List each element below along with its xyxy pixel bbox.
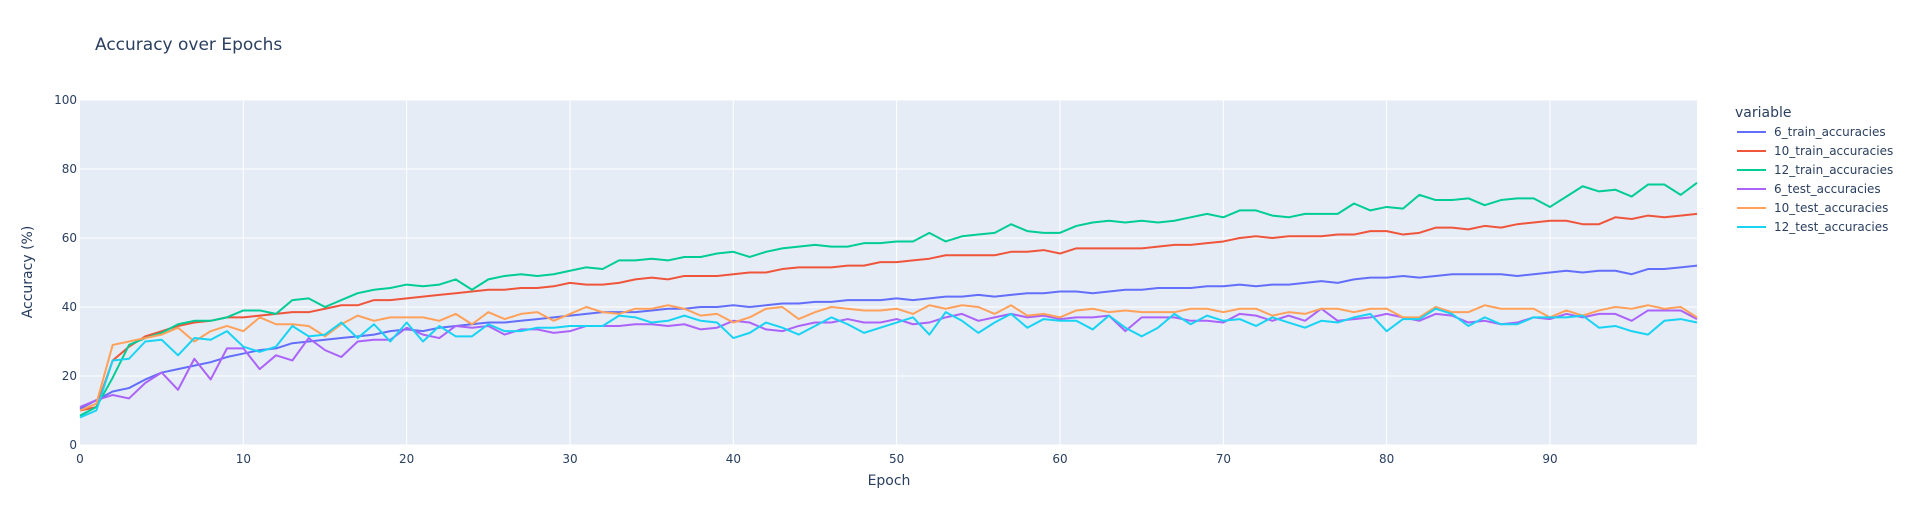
- y-tick-label: 80: [62, 162, 77, 176]
- legend-items: 6_train_accuracies 10_train_accuracies 12_…: [1737, 125, 1893, 234]
- series-line-6-test-accuracies: [79, 307, 1698, 408]
- y-tick-label: 0: [69, 438, 77, 452]
- chart-title: Accuracy over Epochs: [95, 35, 282, 55]
- legend-item[interactable]: 12_test_accuracies: [1737, 220, 1888, 234]
- legend-item[interactable]: 10_test_accuracies: [1737, 201, 1888, 215]
- x-tick-label: 20: [399, 452, 414, 466]
- legend-label: 6_test_accuracies: [1774, 182, 1881, 196]
- x-tick-label: 90: [1542, 452, 1557, 466]
- legend-label: 12_test_accuracies: [1774, 220, 1888, 234]
- y-axis-title: Accuracy (%): [20, 226, 36, 319]
- x-tick-label: 10: [236, 452, 251, 466]
- y-tick-label: 60: [62, 231, 77, 245]
- legend-item[interactable]: 12_train_accuracies: [1737, 163, 1893, 177]
- grid-lines: [80, 99, 1697, 446]
- legend-title: variable: [1735, 105, 1791, 121]
- series-line-10-train-accuracies: [79, 212, 1698, 412]
- legend-item[interactable]: 10_train_accuracies: [1737, 144, 1893, 158]
- legend-label: 6_train_accuracies: [1774, 125, 1886, 139]
- y-tick-label: 40: [62, 300, 77, 314]
- series-line-12-test-accuracies: [79, 307, 1698, 419]
- x-tick-label: 80: [1379, 452, 1394, 466]
- series-line-12-train-accuracies: [79, 181, 1698, 417]
- legend-item[interactable]: 6_test_accuracies: [1737, 182, 1881, 196]
- y-tick-label: 20: [62, 369, 77, 383]
- legend: variable 6_train_accuracies 10_train_accu…: [1735, 105, 1893, 234]
- x-tick-label: 50: [889, 452, 904, 466]
- legend-label: 10_train_accuracies: [1774, 144, 1893, 158]
- x-tick-label: 0: [76, 452, 84, 466]
- y-axis-ticks: 0 20 40 60 80 100: [54, 93, 77, 452]
- x-tick-label: 40: [726, 452, 741, 466]
- legend-item[interactable]: 6_train_accuracies: [1737, 125, 1886, 139]
- x-axis-title: Epoch: [868, 473, 911, 489]
- series-lines: [79, 181, 1698, 419]
- y-tick-label: 100: [54, 93, 77, 107]
- x-tick-label: 60: [1052, 452, 1067, 466]
- x-axis-ticks: 0 10 20 30 40 50 60 70 80 90: [76, 452, 1557, 466]
- series-line-6-train-accuracies: [79, 264, 1698, 410]
- legend-label: 10_test_accuracies: [1774, 201, 1888, 215]
- series-line-10-test-accuracies: [79, 304, 1698, 412]
- legend-label: 12_train_accuracies: [1774, 163, 1893, 177]
- x-tick-label: 70: [1216, 452, 1231, 466]
- x-tick-label: 30: [562, 452, 577, 466]
- plot-area: [80, 100, 1697, 445]
